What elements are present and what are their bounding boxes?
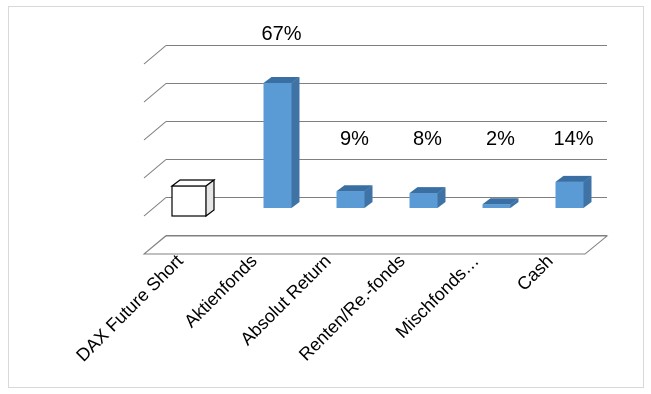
gridline-side xyxy=(143,121,167,141)
bar xyxy=(409,187,446,208)
gridline-side xyxy=(143,83,167,103)
gridlines xyxy=(142,45,609,255)
category-label: Cash xyxy=(513,251,557,295)
category-label: Aktienfonds xyxy=(180,251,261,332)
bar xyxy=(336,185,373,208)
gridline-side xyxy=(143,159,167,179)
data-labels: 67% 9% 8% 2% 14% xyxy=(261,23,593,150)
data-label: 9% xyxy=(340,128,369,150)
floor-plane xyxy=(142,235,609,255)
data-label: 67% xyxy=(261,23,301,45)
bars xyxy=(170,77,592,218)
bar-empty xyxy=(170,178,216,218)
bar xyxy=(263,77,300,208)
data-label: 8% xyxy=(413,128,442,150)
data-label: 2% xyxy=(486,128,515,150)
data-label: 14% xyxy=(553,128,593,150)
gridline-side xyxy=(143,197,167,217)
category-label: DAX Future Short xyxy=(72,251,187,366)
bar xyxy=(555,175,592,208)
bar xyxy=(482,198,519,208)
gridline-side xyxy=(143,45,167,65)
